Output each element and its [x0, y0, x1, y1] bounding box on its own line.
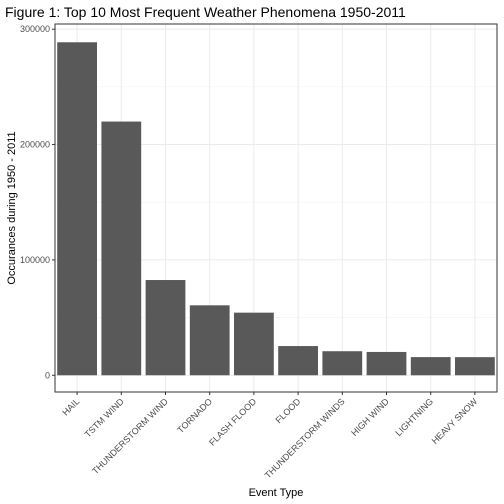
x-tick-label: HAIL — [60, 396, 81, 417]
x-tick-label: FLASH FLOOD — [207, 396, 259, 448]
x-tick-label: LIGHTNING — [393, 396, 435, 438]
bar — [145, 280, 186, 376]
x-tick-label: THUNDERSTORM WIND — [90, 396, 170, 476]
bar — [366, 351, 407, 376]
x-tick-label: FLOOD — [274, 396, 303, 425]
y-tick-label: 0 — [45, 370, 50, 380]
y-axis-title: Occurances during 1950 - 2011 — [6, 131, 18, 284]
y-tick-label: 100000 — [20, 255, 50, 265]
x-axis-title: Event Type — [249, 487, 304, 499]
x-tick-label: HEAVY SNOW — [430, 396, 480, 446]
bar — [322, 351, 363, 376]
bar — [101, 121, 142, 376]
y-axis: 0 100000 200000 300000 — [20, 24, 55, 380]
x-tick-label: HIGH WIND — [349, 396, 391, 438]
y-tick-label: 200000 — [20, 140, 50, 150]
y-tick-label: 300000 — [20, 24, 50, 34]
chart-title: Figure 1: Top 10 Most Frequent Weather P… — [5, 4, 406, 20]
bar — [234, 312, 274, 376]
bar — [410, 357, 451, 376]
x-tick-label: TORNADO — [175, 396, 214, 435]
bar — [189, 305, 230, 376]
bar — [455, 357, 495, 376]
plot-panel-border — [54, 23, 498, 393]
bar — [278, 346, 318, 376]
bar — [57, 42, 97, 376]
bars — [57, 42, 495, 376]
x-tick-label: THUNDERSTORM WINDS — [263, 396, 347, 480]
x-tick-label: TSTM WIND — [83, 396, 126, 439]
